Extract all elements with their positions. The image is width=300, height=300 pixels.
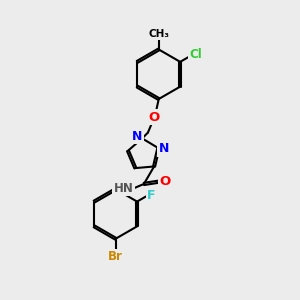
Text: O: O — [160, 175, 171, 188]
Text: N: N — [158, 142, 169, 155]
Text: Br: Br — [108, 250, 123, 263]
Text: HN: HN — [114, 182, 134, 194]
Text: CH₃: CH₃ — [148, 29, 169, 39]
Text: Cl: Cl — [190, 48, 203, 62]
Text: N: N — [132, 130, 142, 143]
Text: O: O — [148, 111, 159, 124]
Text: F: F — [147, 188, 155, 202]
